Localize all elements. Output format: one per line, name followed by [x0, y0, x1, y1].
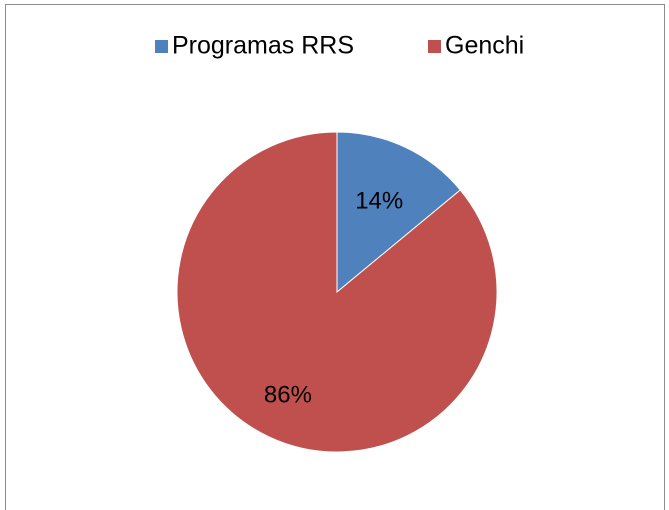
pie-slice: [176, 131, 498, 453]
pie-slice: [336, 131, 461, 294]
legend-swatch: [155, 40, 168, 53]
legend-label: Programas RRS: [172, 32, 354, 60]
slice-label: 14%: [355, 188, 403, 215]
slice-label: 86%: [264, 382, 312, 409]
pie: 14% 86%: [176, 131, 498, 453]
legend-label: Genchi: [445, 32, 524, 60]
legend: Programas RRS Genchi: [155, 32, 524, 60]
legend-swatch: [428, 40, 441, 53]
